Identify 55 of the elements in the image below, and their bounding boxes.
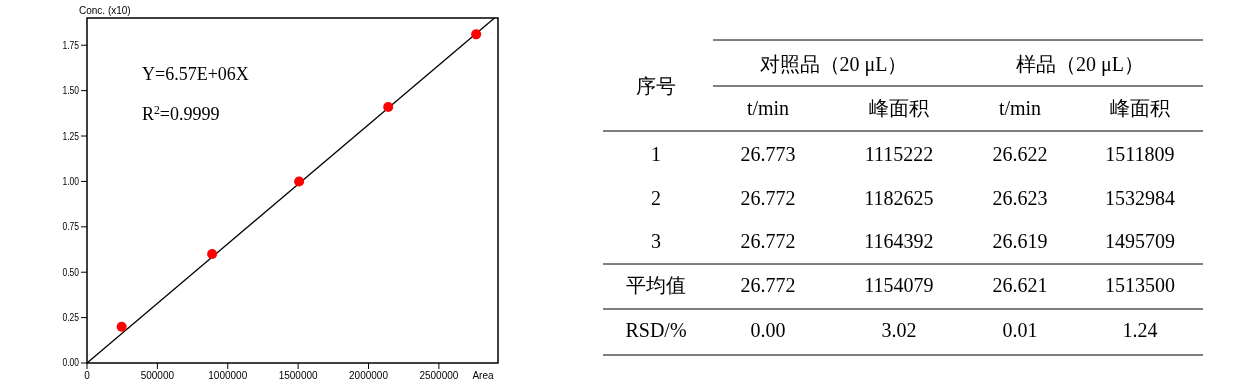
category-label: 峰面积 xyxy=(869,97,929,119)
y-tick-label: 1.25 xyxy=(62,130,79,142)
x-tick-label: 2500000 xyxy=(419,370,459,381)
x-tick-label: 1000000 xyxy=(208,370,248,381)
category-label: 平均值 xyxy=(626,274,686,296)
x-tick-label: 0 xyxy=(84,370,91,381)
text: 1115222 xyxy=(864,143,934,165)
category-label: 2 xyxy=(651,187,661,209)
category-label: t/min xyxy=(998,97,1042,119)
y-axis-title: Conc. (x10) xyxy=(79,5,131,16)
point xyxy=(471,29,482,40)
category-label: 峰面积 xyxy=(1110,97,1170,119)
text: 26.621 xyxy=(992,274,1048,296)
text: 26.619 xyxy=(992,230,1048,252)
x-axis-title: Area xyxy=(472,370,494,381)
text: 26.772 xyxy=(740,187,796,209)
text: 1154079 xyxy=(864,274,934,296)
text: 26.623 xyxy=(992,187,1048,209)
y-tick-label: 0.00 xyxy=(62,357,79,369)
y-tick-label: 1.75 xyxy=(62,40,79,51)
text: 1513500 xyxy=(1105,274,1175,296)
y-tick-label: 0.75 xyxy=(62,221,79,233)
category-label: 3 xyxy=(651,230,661,252)
text: 1511809 xyxy=(1105,143,1175,165)
point xyxy=(116,321,127,332)
point xyxy=(383,101,394,112)
text: 1182625 xyxy=(864,187,934,209)
x-tick-label: 1500000 xyxy=(278,370,319,381)
annotation: Y=6.57E+06X xyxy=(142,64,249,84)
category-label: t/min xyxy=(746,97,790,119)
text: 1164392 xyxy=(864,230,934,252)
point xyxy=(207,249,218,260)
y-tick-label: 1.50 xyxy=(62,85,79,97)
text: 1495709 xyxy=(1105,230,1175,252)
x-tick-label: 2000000 xyxy=(349,370,389,381)
y-tick-label: 0.25 xyxy=(62,312,79,324)
text: 1.24 xyxy=(1122,319,1158,341)
category-label: 1 xyxy=(651,143,661,165)
y-tick-label: 0.50 xyxy=(62,267,79,278)
text: 26.622 xyxy=(992,143,1048,165)
category-label: RSD/% xyxy=(625,319,687,341)
text: 序号 xyxy=(636,75,676,97)
text: 26.772 xyxy=(740,230,796,252)
text: 对照品（20 μL） xyxy=(759,53,908,76)
text: 0.01 xyxy=(1002,319,1038,341)
y-tick-label: 1.00 xyxy=(62,176,79,188)
text: 样品（20 μL） xyxy=(1016,53,1144,76)
text: 0.00 xyxy=(750,319,786,341)
text: 26.773 xyxy=(740,143,796,165)
text: 3.02 xyxy=(881,319,917,341)
annotation: R$^{2}$=0.9999 xyxy=(142,103,220,124)
x-tick-label: 500000 xyxy=(140,370,175,381)
text: 26.772 xyxy=(740,274,796,296)
point xyxy=(294,176,305,187)
text: 1532984 xyxy=(1105,187,1175,209)
